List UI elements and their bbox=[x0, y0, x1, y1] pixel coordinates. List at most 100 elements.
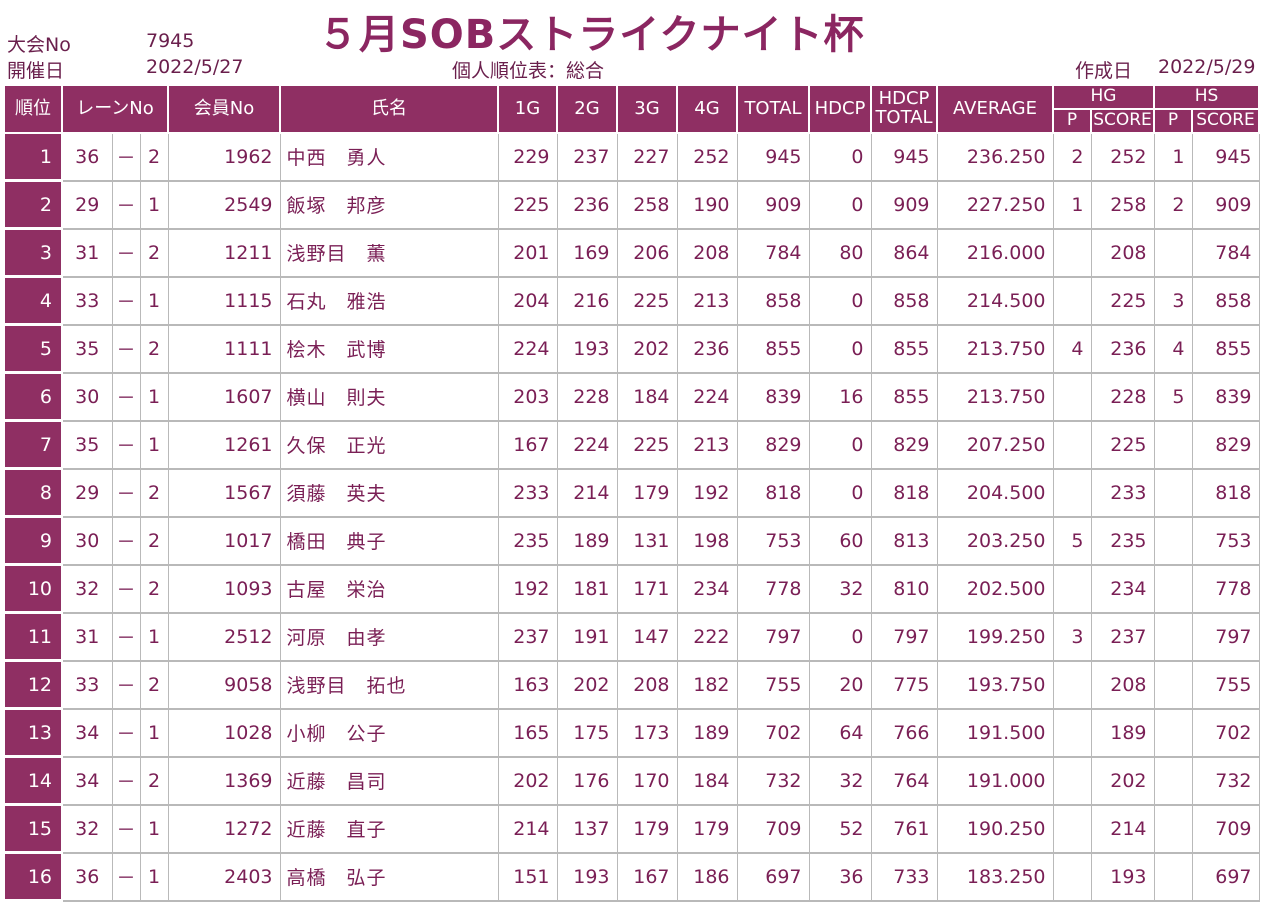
hs-p-cell bbox=[1153, 756, 1193, 806]
rank-cell: 14 bbox=[3, 755, 63, 806]
game-2-cell: 228 bbox=[556, 372, 618, 422]
member-no-cell: 1962 bbox=[167, 132, 281, 182]
lane-dash-cell: － bbox=[111, 852, 141, 902]
hg-score-cell: 189 bbox=[1090, 708, 1155, 758]
lane-cell: 36 bbox=[61, 132, 113, 182]
header-game-4: 4G bbox=[676, 84, 738, 134]
lane-cell: 33 bbox=[61, 276, 113, 326]
game-1-cell: 237 bbox=[497, 612, 558, 662]
lane-sub-cell: 2 bbox=[139, 516, 169, 566]
game-2-cell: 191 bbox=[556, 612, 618, 662]
hs-p-cell: 2 bbox=[1153, 180, 1193, 230]
player-name-cell: 小柳 公子 bbox=[279, 708, 499, 758]
hg-p-cell: 4 bbox=[1052, 324, 1092, 374]
lane-sub-cell: 1 bbox=[139, 804, 169, 854]
game-3-cell: 167 bbox=[616, 852, 678, 902]
lane-dash-cell: － bbox=[111, 180, 141, 230]
game-1-cell: 224 bbox=[497, 324, 558, 374]
game-2-cell: 189 bbox=[556, 516, 618, 566]
hdcp-total-cell: 864 bbox=[870, 228, 938, 278]
table-row: 7 35 － 1 1261 久保 正光 167 224 225 213 829 0 829 207.250… bbox=[3, 419, 1260, 470]
header-name: 氏名 bbox=[279, 84, 499, 134]
hs-score-cell: 697 bbox=[1191, 852, 1260, 902]
member-no-cell: 1261 bbox=[167, 420, 281, 470]
game-3-cell: 184 bbox=[616, 372, 678, 422]
header-hg: HG bbox=[1052, 84, 1155, 110]
hdcp-total-cell: 813 bbox=[870, 516, 938, 566]
hg-score-cell: 237 bbox=[1090, 612, 1155, 662]
game-3-cell: 206 bbox=[616, 228, 678, 278]
hdcp-total-cell: 829 bbox=[870, 420, 938, 470]
hdcp-cell: 0 bbox=[808, 132, 872, 182]
lane-cell: 29 bbox=[61, 180, 113, 230]
ranking-label: 個人順位表：総合 bbox=[452, 60, 605, 82]
lane-sub-cell: 1 bbox=[139, 852, 169, 902]
header-hdcp: HDCP bbox=[808, 84, 872, 134]
lane-cell: 32 bbox=[61, 804, 113, 854]
member-no-cell: 1567 bbox=[167, 468, 281, 518]
hg-score-cell: 193 bbox=[1090, 852, 1155, 902]
lane-sub-cell: 1 bbox=[139, 276, 169, 326]
hdcp-cell: 0 bbox=[808, 420, 872, 470]
hs-p-cell bbox=[1153, 516, 1193, 566]
game-3-cell: 227 bbox=[616, 132, 678, 182]
average-cell: 204.500 bbox=[936, 468, 1054, 518]
game-1-cell: 192 bbox=[497, 564, 558, 614]
game-4-cell: 186 bbox=[676, 852, 738, 902]
hs-p-cell: 5 bbox=[1153, 372, 1193, 422]
total-cell: 855 bbox=[736, 324, 810, 374]
game-1-cell: 203 bbox=[497, 372, 558, 422]
game-4-cell: 234 bbox=[676, 564, 738, 614]
hdcp-cell: 0 bbox=[808, 612, 872, 662]
lane-cell: 31 bbox=[61, 612, 113, 662]
game-4-cell: 192 bbox=[676, 468, 738, 518]
average-cell: 227.250 bbox=[936, 180, 1054, 230]
rank-cell: 12 bbox=[3, 659, 63, 710]
lane-dash-cell: － bbox=[111, 372, 141, 422]
member-no-cell: 2512 bbox=[167, 612, 281, 662]
hs-score-cell: 753 bbox=[1191, 516, 1260, 566]
lane-sub-cell: 1 bbox=[139, 612, 169, 662]
created-date: 2022/5/29 bbox=[1158, 56, 1256, 78]
hs-p-cell bbox=[1153, 708, 1193, 758]
game-2-cell: 216 bbox=[556, 276, 618, 326]
hs-score-cell: 778 bbox=[1191, 564, 1260, 614]
header-hdcp-total-line1: HDCP bbox=[878, 88, 930, 110]
header-hg-p: P bbox=[1052, 108, 1092, 134]
hg-score-cell: 252 bbox=[1090, 132, 1155, 182]
hs-score-cell: 839 bbox=[1191, 372, 1260, 422]
hdcp-cell: 16 bbox=[808, 372, 872, 422]
header-average: AVERAGE bbox=[936, 84, 1054, 134]
average-cell: 213.750 bbox=[936, 372, 1054, 422]
player-name-cell: 石丸 雅浩 bbox=[279, 276, 499, 326]
player-name-cell: 近藤 昌司 bbox=[279, 756, 499, 806]
hg-p-cell: 3 bbox=[1052, 612, 1092, 662]
hg-score-cell: 236 bbox=[1090, 324, 1155, 374]
game-2-cell: 202 bbox=[556, 660, 618, 710]
hdcp-total-cell: 855 bbox=[870, 372, 938, 422]
game-4-cell: 190 bbox=[676, 180, 738, 230]
table-row: 8 29 － 2 1567 須藤 英夫 233 214 179 192 818 0 818 204.500… bbox=[3, 467, 1260, 518]
lane-dash-cell: － bbox=[111, 132, 141, 182]
hs-p-cell bbox=[1153, 660, 1193, 710]
total-cell: 829 bbox=[736, 420, 810, 470]
member-no-cell: 1607 bbox=[167, 372, 281, 422]
table-row: 1 36 － 2 1962 中西 勇人 229 237 227 252 945 0 945 236.250… bbox=[3, 132, 1260, 182]
rank-cell: 11 bbox=[3, 611, 63, 662]
game-3-cell: 208 bbox=[616, 660, 678, 710]
lane-dash-cell: － bbox=[111, 564, 141, 614]
member-no-cell: 2549 bbox=[167, 180, 281, 230]
hg-p-cell bbox=[1052, 564, 1092, 614]
total-cell: 702 bbox=[736, 708, 810, 758]
game-3-cell: 131 bbox=[616, 516, 678, 566]
header-hs: HS bbox=[1153, 84, 1260, 110]
hs-score-cell: 709 bbox=[1191, 804, 1260, 854]
lane-sub-cell: 2 bbox=[139, 660, 169, 710]
lane-dash-cell: － bbox=[111, 420, 141, 470]
game-1-cell: 229 bbox=[497, 132, 558, 182]
hdcp-total-cell: 764 bbox=[870, 756, 938, 806]
hdcp-cell: 32 bbox=[808, 756, 872, 806]
average-cell: 183.250 bbox=[936, 852, 1054, 902]
table-row: 4 33 － 1 1115 石丸 雅浩 204 216 225 213 858 0 858 214.500… bbox=[3, 275, 1260, 326]
hs-score-cell: 858 bbox=[1191, 276, 1260, 326]
